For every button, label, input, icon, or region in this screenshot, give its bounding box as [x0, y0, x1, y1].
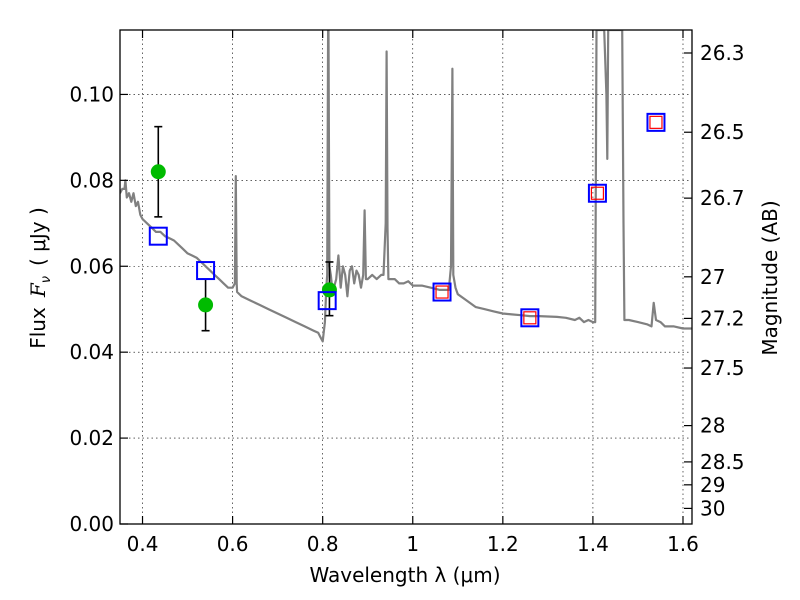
- axes: 0.4 0.6 0.8 1 1.2 1.4 1.6 0.00 0.02 0.04 0.06 0.08 0…: [69, 29, 745, 556]
- model-photometry-nir-square: [523, 311, 537, 325]
- y-tick-label: 0.00: [69, 512, 114, 536]
- y2-tick-label: 27.5: [700, 356, 745, 380]
- y-tick-label: 0.02: [69, 426, 114, 450]
- y2-axis-title: Magnitude (AB): [758, 200, 782, 355]
- model-sed-layer: [120, 30, 692, 343]
- x-tick-label: 0.6: [217, 532, 249, 556]
- model-photometry-nir-square: [435, 285, 449, 299]
- model-photometry-square: [646, 112, 666, 132]
- model-photometry-square: [148, 226, 168, 246]
- x-tick-label: 0.8: [307, 532, 339, 556]
- y-tick-label: 0.04: [69, 340, 114, 364]
- x-tick-label: 1.4: [577, 532, 609, 556]
- y2-tick-label: 29: [700, 473, 725, 497]
- y2-tick-label: 28: [700, 414, 725, 438]
- y2-tick-label: 26.5: [700, 120, 745, 144]
- observed-flux-point: [321, 282, 337, 298]
- x-tick-label: 1.6: [667, 532, 699, 556]
- x-axis-title: Wavelength λ (μm): [309, 563, 500, 587]
- model-sed-line: [120, 30, 692, 343]
- model-photometry-nir-square: [590, 186, 605, 200]
- model-photometry-square: [587, 183, 607, 203]
- y2-tick-label: 28.5: [700, 450, 745, 474]
- y2-tick-label: 26.3: [700, 41, 745, 65]
- y2-tick-label: 30: [700, 496, 725, 520]
- y-tick-label: 0.10: [69, 82, 114, 106]
- y2-tick-label: 26.7: [700, 186, 745, 210]
- data-points-layer: [148, 112, 666, 332]
- model-photometry-square: [196, 261, 216, 281]
- model-photometry-square: [432, 282, 452, 302]
- y-tick-label: 0.06: [69, 254, 114, 278]
- model-photometry-square: [520, 308, 540, 328]
- y-tick-label: 0.08: [69, 168, 114, 192]
- y2-tick-label: 27: [700, 265, 725, 289]
- model-photometry-nir-square: [649, 115, 663, 129]
- observed-flux-point: [198, 297, 214, 313]
- x-tick-label: 0.4: [127, 532, 159, 556]
- y-axis-title: FluxFν( μJy ): [26, 207, 54, 349]
- model-photometry-square: [317, 291, 337, 311]
- x-tick-label: 1: [406, 532, 419, 556]
- x-tick-label: 1.2: [487, 532, 519, 556]
- y2-tick-label: 27.2: [700, 306, 745, 330]
- observed-flux-point: [150, 164, 166, 180]
